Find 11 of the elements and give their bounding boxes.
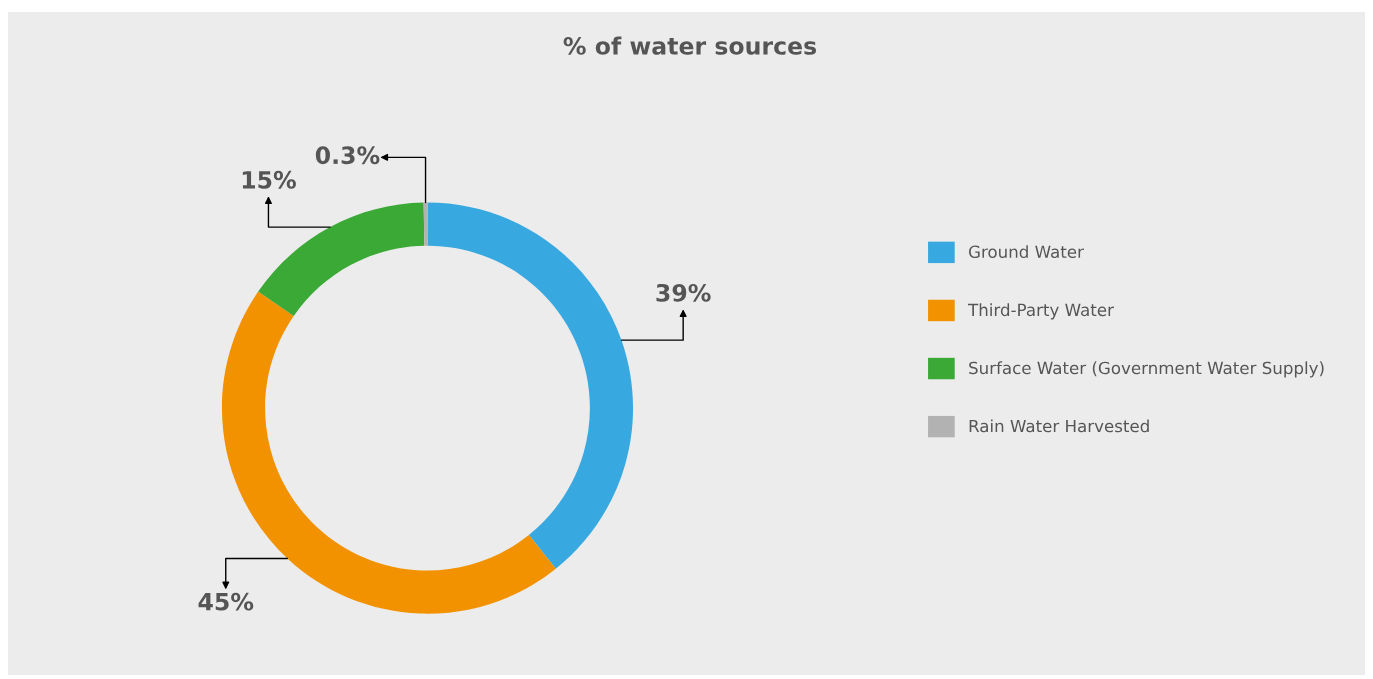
donut-slice [427,202,633,569]
data-label: 45% [198,592,254,611]
legend-label: Ground Water [968,245,1084,259]
data-label: 0.3% [315,146,380,165]
legend-label: Rain Water Harvested [969,419,1149,433]
data-label: 15% [242,170,296,189]
legend-label: Surface Water (Government Water Supply) [969,361,1324,378]
data-label: 39% [656,283,711,302]
legend-label: Third-Party Water [968,303,1114,320]
chart-title: % of water sources [563,36,817,55]
donut-slice [258,202,425,317]
